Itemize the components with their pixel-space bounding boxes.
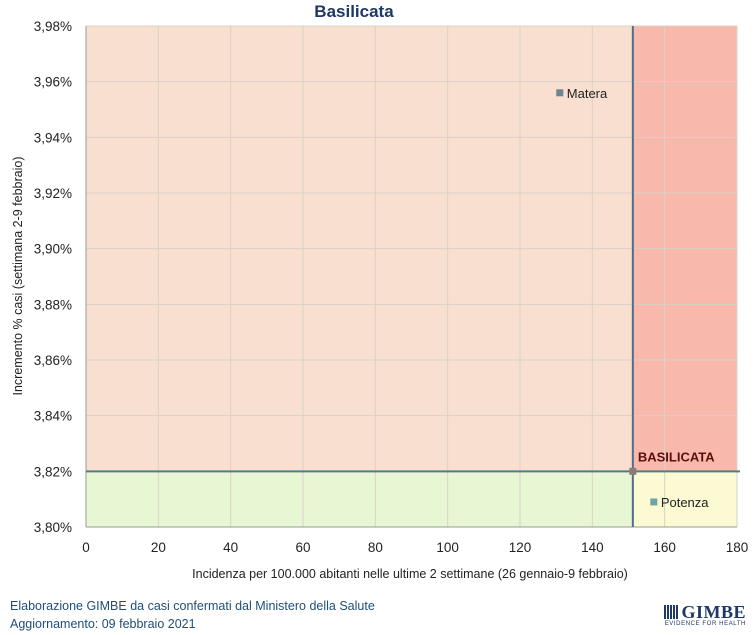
y-tick-label: 3,82% <box>34 464 72 479</box>
y-tick-label: 3,90% <box>34 242 72 257</box>
y-tick-label: 3,98% <box>34 19 72 34</box>
data-point-label: BASILICATA <box>638 449 715 464</box>
quadrant-bottom-left <box>86 471 633 527</box>
x-tick-label: 120 <box>509 540 532 555</box>
gimbe-logo: GIMBE EVIDENCE FOR HEALTH <box>664 602 746 628</box>
x-tick-label: 100 <box>436 540 459 555</box>
gimbe-logo-icon <box>664 605 679 619</box>
logo-name: GIMBE <box>681 602 746 622</box>
x-axis-label: Incidenza per 100.000 abitanti nelle ult… <box>192 567 628 581</box>
y-tick-label: 3,94% <box>34 130 72 145</box>
logo-tagline: EVIDENCE FOR HEALTH <box>664 621 746 627</box>
chart-title: Basilicata <box>314 2 394 21</box>
y-axis-label: Incremento % casi (settimana 2-9 febbrai… <box>11 157 25 396</box>
data-point <box>556 89 564 97</box>
data-point <box>650 498 658 506</box>
x-tick-label: 180 <box>726 540 749 555</box>
x-tick-label: 40 <box>223 540 238 555</box>
x-tick-label: 20 <box>151 540 166 555</box>
y-tick-label: 3,80% <box>34 520 72 535</box>
footer-update-date: Aggiornamento: 09 febbraio 2021 <box>10 617 196 631</box>
y-tick-label: 3,84% <box>34 409 72 424</box>
y-tick-label: 3,88% <box>34 297 72 312</box>
x-tick-label: 160 <box>653 540 676 555</box>
data-point-label: Potenza <box>661 495 709 510</box>
x-tick-label: 60 <box>295 540 310 555</box>
y-tick-label: 3,96% <box>34 75 72 90</box>
y-tick-label: 3,92% <box>34 186 72 201</box>
x-tick-label: 0 <box>82 540 90 555</box>
y-tick-label: 3,86% <box>34 353 72 368</box>
quadrant-bottom-right <box>632 471 737 527</box>
x-tick-label: 80 <box>368 540 383 555</box>
data-point <box>629 467 637 475</box>
x-tick-label: 140 <box>581 540 604 555</box>
data-point-label: Matera <box>567 86 608 101</box>
footer-source-text: Elaborazione GIMBE da casi confermati da… <box>10 599 375 613</box>
